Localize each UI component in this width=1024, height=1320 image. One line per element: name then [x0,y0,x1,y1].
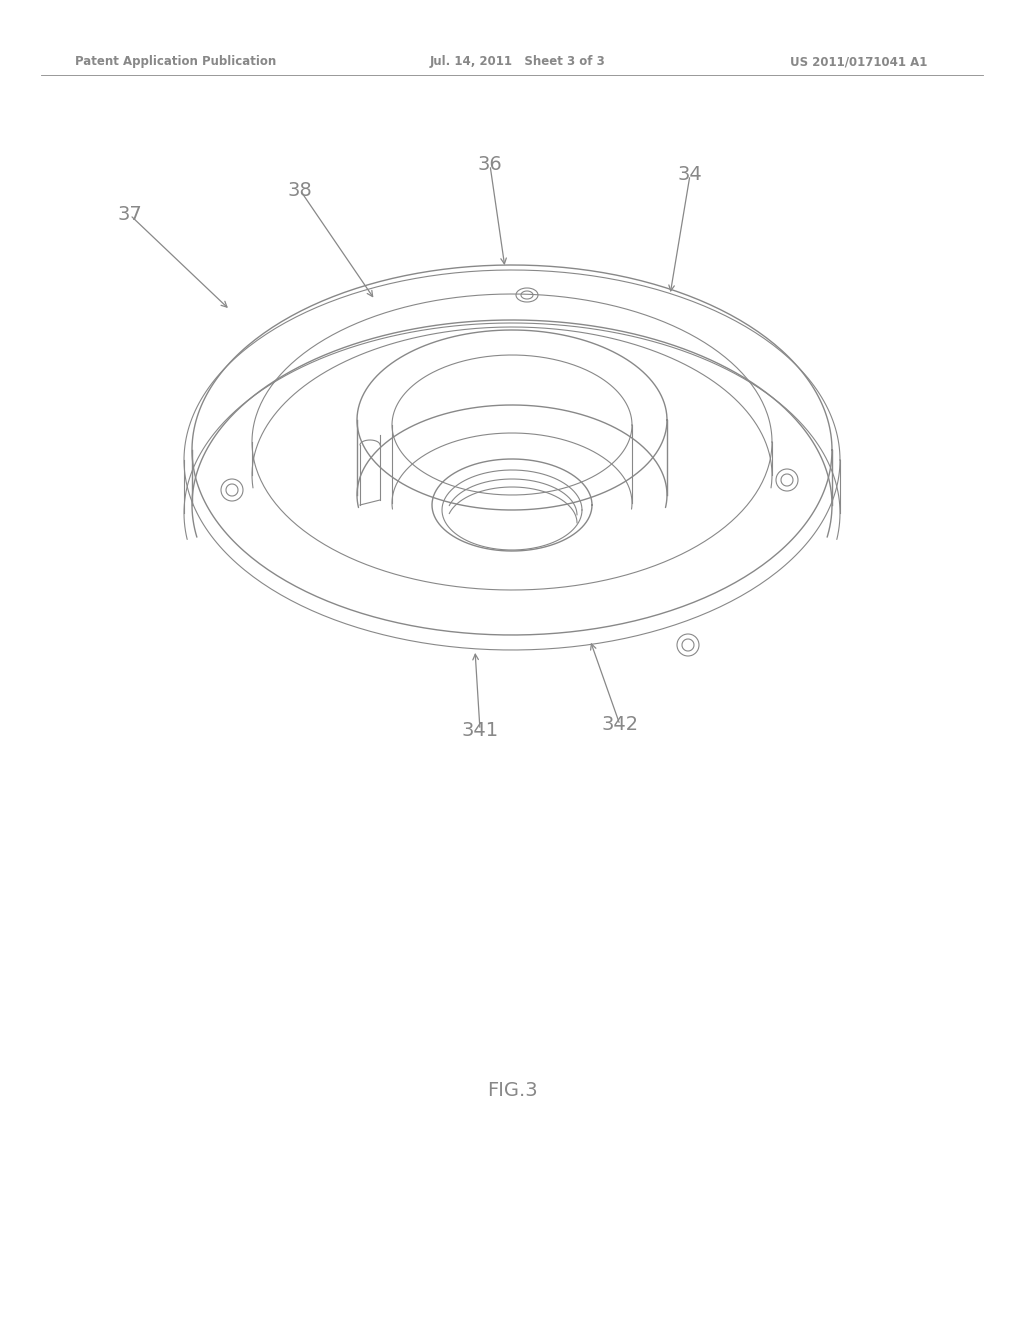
Text: 37: 37 [118,206,142,224]
Text: 38: 38 [288,181,312,199]
Text: 341: 341 [462,721,499,739]
Text: US 2011/0171041 A1: US 2011/0171041 A1 [790,55,928,69]
Text: 342: 342 [601,715,639,734]
Text: 34: 34 [678,165,702,185]
Text: Patent Application Publication: Patent Application Publication [75,55,276,69]
Text: FIG.3: FIG.3 [486,1081,538,1100]
Text: Jul. 14, 2011   Sheet 3 of 3: Jul. 14, 2011 Sheet 3 of 3 [430,55,606,69]
Text: 36: 36 [477,156,503,174]
